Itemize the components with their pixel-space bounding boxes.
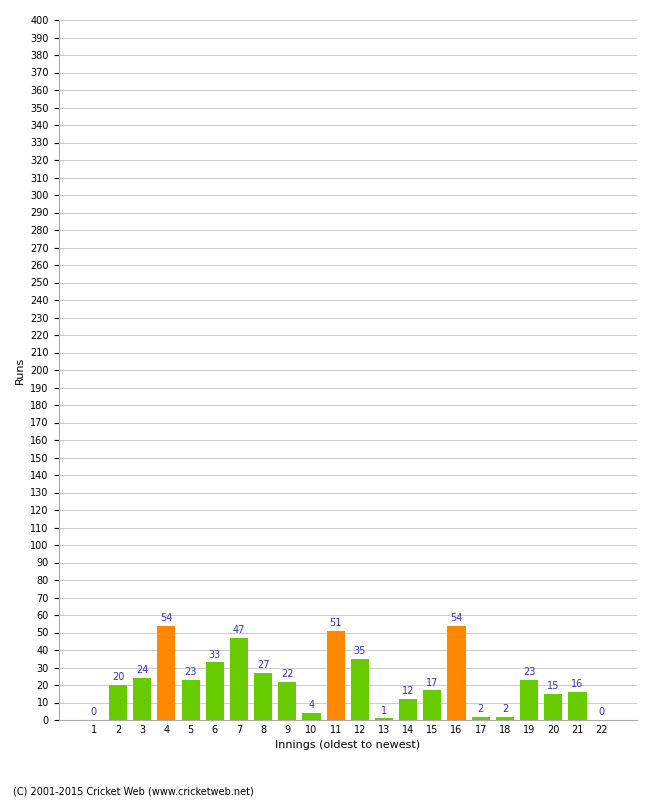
Text: 17: 17 xyxy=(426,678,439,688)
Text: 0: 0 xyxy=(599,707,604,718)
Bar xyxy=(447,626,465,720)
Bar xyxy=(544,694,562,720)
Text: 1: 1 xyxy=(381,706,387,716)
Text: 12: 12 xyxy=(402,686,415,696)
Text: 33: 33 xyxy=(209,650,221,660)
Text: 2: 2 xyxy=(502,704,508,714)
Text: 22: 22 xyxy=(281,669,294,679)
Bar xyxy=(423,690,441,720)
Text: (C) 2001-2015 Cricket Web (www.cricketweb.net): (C) 2001-2015 Cricket Web (www.cricketwe… xyxy=(13,786,254,796)
Bar xyxy=(399,699,417,720)
Bar xyxy=(326,630,344,720)
Bar xyxy=(133,678,151,720)
Text: 2: 2 xyxy=(478,704,484,714)
Bar xyxy=(157,626,176,720)
Bar xyxy=(254,673,272,720)
Text: 54: 54 xyxy=(450,613,463,623)
Text: 35: 35 xyxy=(354,646,366,656)
Text: 4: 4 xyxy=(308,700,315,710)
Bar xyxy=(230,638,248,720)
Text: 47: 47 xyxy=(233,625,245,635)
Bar xyxy=(496,717,514,720)
Text: 15: 15 xyxy=(547,681,560,691)
Y-axis label: Runs: Runs xyxy=(14,356,25,384)
Bar xyxy=(205,662,224,720)
X-axis label: Innings (oldest to newest): Innings (oldest to newest) xyxy=(275,741,421,750)
Bar xyxy=(109,685,127,720)
Bar xyxy=(472,717,490,720)
Bar xyxy=(278,682,296,720)
Bar xyxy=(302,713,320,720)
Text: 23: 23 xyxy=(523,667,536,677)
Bar xyxy=(375,718,393,720)
Text: 23: 23 xyxy=(185,667,197,677)
Bar xyxy=(520,680,538,720)
Text: 54: 54 xyxy=(160,613,173,623)
Bar xyxy=(351,658,369,720)
Text: 27: 27 xyxy=(257,660,269,670)
Text: 51: 51 xyxy=(330,618,342,628)
Text: 24: 24 xyxy=(136,666,148,675)
Text: 0: 0 xyxy=(91,707,97,718)
Text: 20: 20 xyxy=(112,672,124,682)
Text: 16: 16 xyxy=(571,679,584,690)
Bar xyxy=(568,692,586,720)
Bar xyxy=(181,680,200,720)
